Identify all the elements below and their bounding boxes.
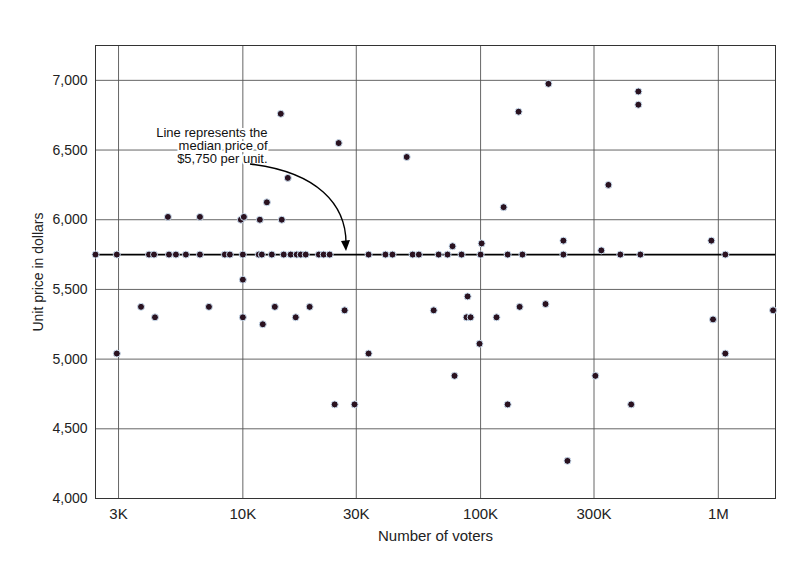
svg-text:30K: 30K <box>343 505 370 522</box>
svg-text:1M: 1M <box>708 505 729 522</box>
svg-text:3K: 3K <box>109 505 127 522</box>
svg-text:5,000: 5,000 <box>52 351 87 367</box>
svg-text:6,500: 6,500 <box>52 142 87 158</box>
svg-text:5,500: 5,500 <box>52 281 87 297</box>
svg-text:Unit price in dollars: Unit price in dollars <box>30 212 46 331</box>
svg-text:7,000: 7,000 <box>52 72 87 88</box>
svg-text:Number of voters: Number of voters <box>378 527 493 544</box>
svg-text:10K: 10K <box>229 505 256 522</box>
svg-text:6,000: 6,000 <box>52 211 87 227</box>
svg-text:4,000: 4,000 <box>52 490 87 506</box>
svg-text:4,500: 4,500 <box>52 420 87 436</box>
svg-text:300K: 300K <box>576 505 611 522</box>
svg-text:Line represents themedian pric: Line represents themedian price of$5,750… <box>156 125 268 166</box>
svg-text:100K: 100K <box>463 505 498 522</box>
